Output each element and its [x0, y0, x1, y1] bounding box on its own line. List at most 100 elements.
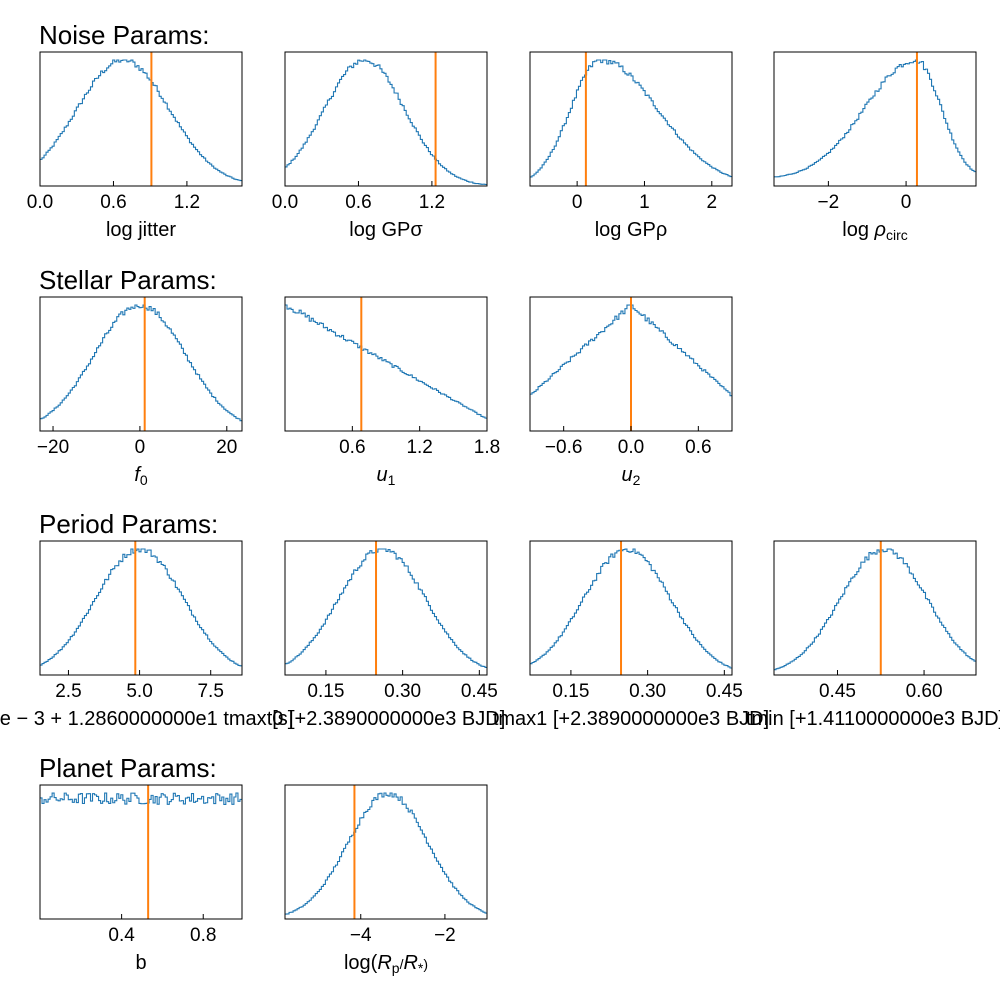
histogram-panel — [284, 784, 488, 920]
x-axis-label: u1 — [377, 464, 396, 488]
x-tick-label: 0.0 — [618, 437, 644, 458]
x-tick-label: 2.5 — [55, 681, 81, 702]
x-tick-label: −20 — [37, 437, 69, 458]
histogram-panel — [773, 540, 977, 676]
x-tick-label: 0 — [901, 192, 912, 213]
x-tick-label: 0.6 — [339, 437, 365, 458]
x-tick-label: 0.30 — [384, 681, 421, 702]
x-tick-label: 1.2 — [174, 192, 200, 213]
axes-frame — [39, 784, 243, 920]
x-axis-label: log jitter — [106, 219, 176, 241]
x-axis-label-text: u1 — [377, 464, 396, 488]
axes-frame — [39, 540, 243, 676]
x-axis-label-text: 1e − 3 + 1.2860000000e1 tmax [s] — [0, 708, 293, 730]
x-tick-label: 0.45 — [819, 681, 856, 702]
x-tick-label: 0.0 — [27, 192, 53, 213]
histogram-series — [285, 59, 487, 186]
x-tick-label: −4 — [350, 925, 372, 946]
x-axis-label-text: f0 — [134, 464, 148, 488]
x-tick-label: −2 — [434, 925, 456, 946]
x-tick-label: 0.6 — [685, 437, 711, 458]
x-tick-label: 0.8 — [190, 925, 216, 946]
axes-frame — [773, 540, 977, 676]
x-axis-label: 1e − 3 + 1.2860000000e1 tmax [s] — [0, 708, 293, 730]
x-axis-label: log ρcirc — [842, 219, 908, 243]
histogram-series — [774, 548, 976, 671]
x-axis-label: log(Rp/R*) — [344, 952, 428, 976]
histogram-series — [40, 304, 242, 422]
histogram-series — [40, 548, 242, 667]
x-tick-label: 0.45 — [706, 681, 743, 702]
x-axis-label: tmax1 [+2.3890000000e3 BJD] — [493, 708, 769, 730]
x-axis-label: log GPσ — [349, 219, 423, 241]
x-tick-label: 1.2 — [406, 437, 432, 458]
x-axis-label-text: log ρcirc — [842, 219, 908, 243]
histogram-panel — [529, 296, 733, 432]
x-tick-label: 0.6 — [345, 192, 371, 213]
histogram-panel — [39, 540, 243, 676]
histogram-panel — [39, 51, 243, 187]
axes-frame — [529, 51, 733, 187]
histogram-panel — [284, 296, 488, 432]
histogram-series — [40, 59, 242, 182]
histogram-series — [285, 548, 487, 669]
x-axis-label-text: tmax1 [+2.3890000000e3 BJD] — [493, 708, 769, 730]
axes-frame — [39, 296, 243, 432]
x-axis-label-text: log GPσ — [349, 219, 423, 241]
x-axis-label: b — [135, 952, 146, 974]
group-title: Period Params: — [39, 509, 218, 539]
axes-frame — [284, 296, 488, 432]
x-tick-label: −2 — [818, 192, 840, 213]
axes-frame — [284, 51, 488, 187]
x-tick-label: 0.4 — [108, 925, 135, 946]
group-title: Stellar Params: — [39, 265, 217, 295]
x-tick-label: 20 — [216, 437, 237, 458]
axes-frame — [773, 51, 977, 187]
x-tick-label: 0.15 — [552, 681, 589, 702]
x-tick-label: −0.6 — [545, 437, 583, 458]
histogram-series — [530, 548, 732, 669]
histogram-panel — [529, 51, 733, 187]
x-tick-label: 1.2 — [419, 192, 445, 213]
axes-frame — [284, 784, 488, 920]
x-tick-label: 5.0 — [126, 681, 152, 702]
x-axis-label-text: log GPρ — [595, 219, 668, 241]
x-tick-label: 0.0 — [272, 192, 298, 213]
group-title: Planet Params: — [39, 753, 217, 783]
axes-frame — [284, 540, 488, 676]
histogram-series — [285, 304, 487, 419]
x-axis-label-text: tmin [+1.4110000000e3 BJD] — [746, 708, 1000, 730]
x-axis-label-text: log jitter — [106, 219, 176, 241]
x-axis-label-text: log(Rp/R*) — [344, 952, 428, 976]
x-tick-label: 0.30 — [629, 681, 666, 702]
x-tick-label: 0.15 — [307, 681, 344, 702]
histogram-series — [774, 59, 976, 178]
axes-frame — [39, 51, 243, 187]
histogram-panel — [284, 540, 488, 676]
x-axis-label: u2 — [622, 464, 641, 488]
x-tick-label: 1 — [639, 192, 650, 213]
x-axis-label-text: b — [135, 952, 146, 974]
axes-frame — [529, 540, 733, 676]
x-axis-label: tmin [+1.4110000000e3 BJD] — [746, 708, 1000, 730]
x-axis-label-text: u2 — [622, 464, 641, 488]
x-axis-label: f0 — [134, 464, 148, 488]
histogram-panel — [39, 784, 243, 920]
x-axis-label-text: t0 [+2.3890000000e3 BJD] — [267, 708, 506, 730]
histogram-series — [530, 59, 732, 178]
group-title: Noise Params: — [39, 20, 210, 50]
histogram-series — [40, 792, 242, 805]
x-tick-label: 7.5 — [197, 681, 223, 702]
x-tick-label: 2 — [707, 192, 718, 213]
x-tick-label: 0.45 — [461, 681, 498, 702]
histogram-series — [285, 792, 487, 915]
histogram-panel — [39, 296, 243, 432]
x-tick-label: 0.6 — [100, 192, 126, 213]
x-axis-label: t0 [+2.3890000000e3 BJD] — [267, 708, 506, 730]
x-tick-label: 0 — [572, 192, 583, 213]
x-tick-label: 1.8 — [474, 437, 500, 458]
histogram-panel — [773, 51, 977, 187]
x-axis-label: log GPρ — [595, 219, 668, 241]
x-tick-label: 0 — [135, 437, 146, 458]
